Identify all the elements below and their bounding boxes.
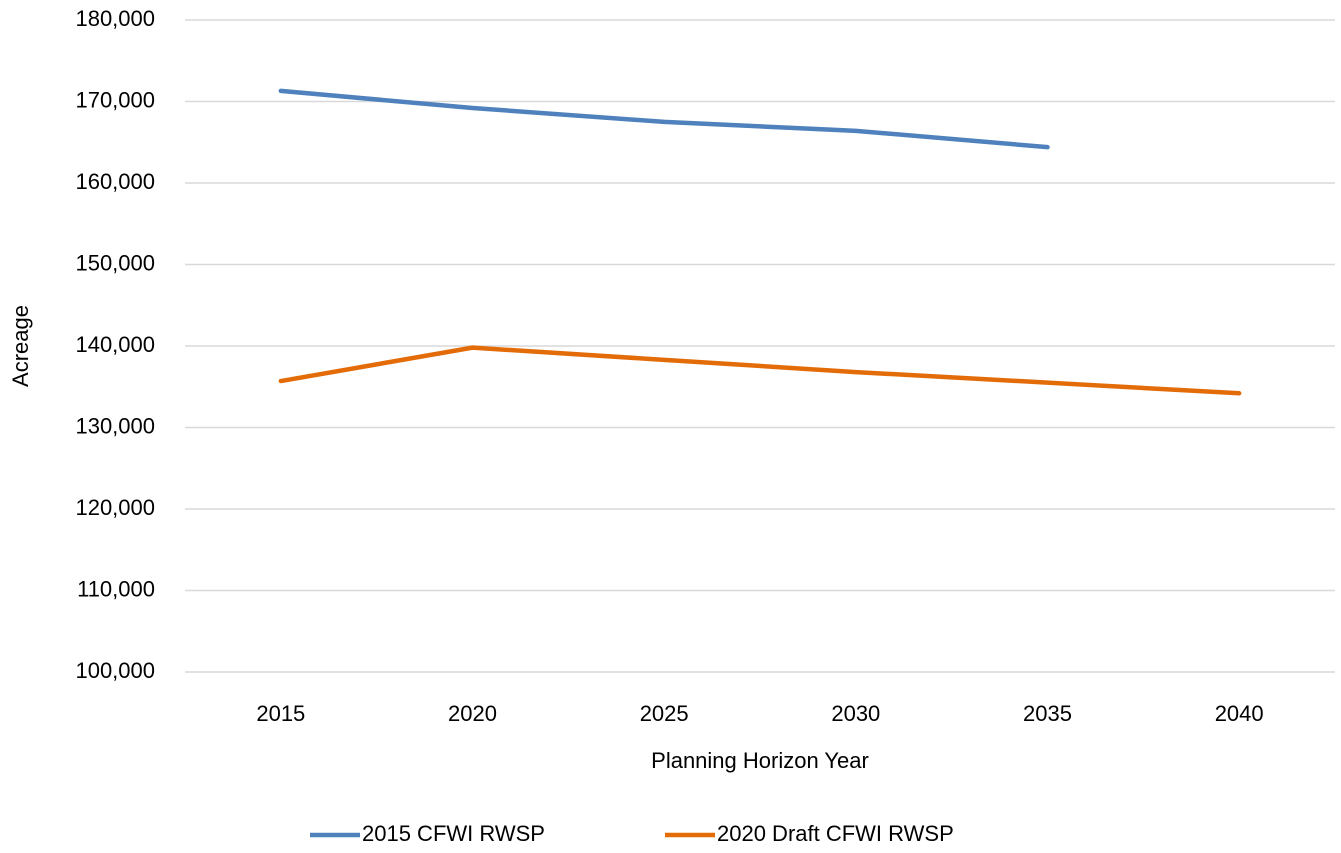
x-tick-label: 2025	[640, 701, 689, 726]
y-tick-label: 130,000	[75, 413, 155, 438]
series-line	[278, 88, 1050, 150]
x-tick-label: 2030	[831, 701, 880, 726]
x-tick-label: 2020	[448, 701, 497, 726]
y-tick-label: 150,000	[75, 250, 155, 275]
y-tick-label: 160,000	[75, 169, 155, 194]
y-tick-label: 180,000	[75, 6, 155, 31]
y-tick-label: 120,000	[75, 495, 155, 520]
x-tick-label: 2040	[1215, 701, 1264, 726]
legend-label: 2020 Draft CFWI RWSP	[717, 821, 954, 846]
y-axis-label: Acreage	[8, 305, 33, 387]
y-tick-label: 140,000	[75, 332, 155, 357]
y-tick-label: 110,000	[77, 576, 155, 601]
x-tick-label: 2035	[1023, 701, 1072, 726]
x-tick-label: 2015	[256, 701, 305, 726]
legend-label: 2015 CFWI RWSP	[362, 821, 545, 846]
y-tick-label: 170,000	[75, 87, 155, 112]
x-axis-label: Planning Horizon Year	[651, 748, 869, 773]
y-tick-label: 100,000	[75, 658, 155, 683]
series-line	[278, 345, 1242, 396]
